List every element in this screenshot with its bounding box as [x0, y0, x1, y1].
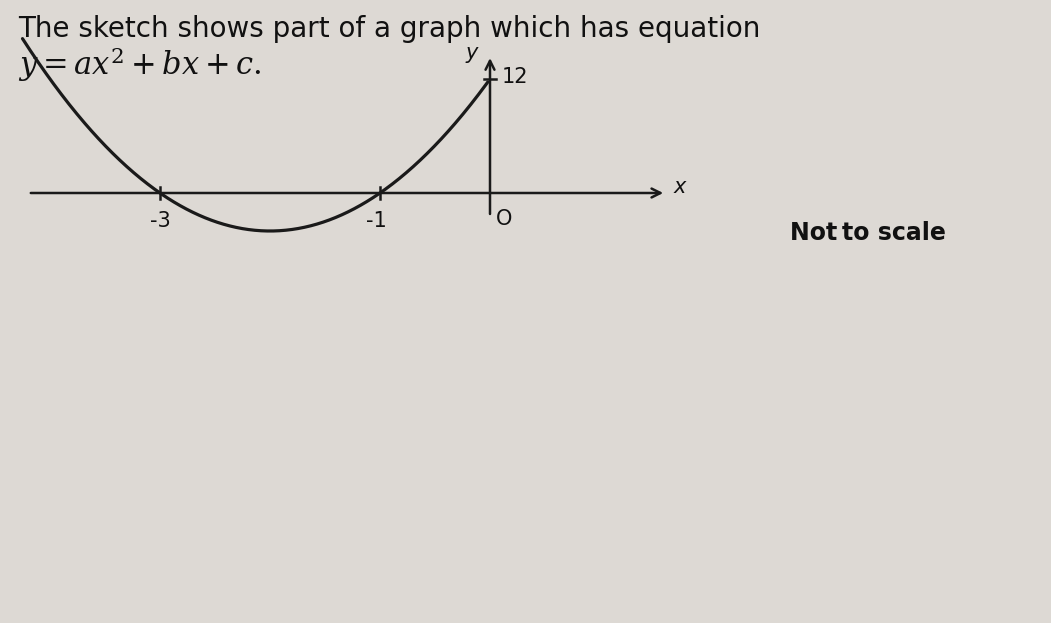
Text: The sketch shows part of a graph which has equation: The sketch shows part of a graph which h…: [18, 15, 760, 43]
Text: Not to scale: Not to scale: [790, 221, 946, 245]
Text: -1: -1: [366, 211, 387, 231]
Text: 12: 12: [502, 67, 529, 87]
Text: x: x: [674, 177, 686, 197]
Text: -3: -3: [149, 211, 170, 231]
Text: O: O: [496, 209, 512, 229]
Text: $y = ax^2 + bx + c.$: $y = ax^2 + bx + c.$: [18, 45, 262, 84]
Text: y: y: [466, 43, 478, 64]
